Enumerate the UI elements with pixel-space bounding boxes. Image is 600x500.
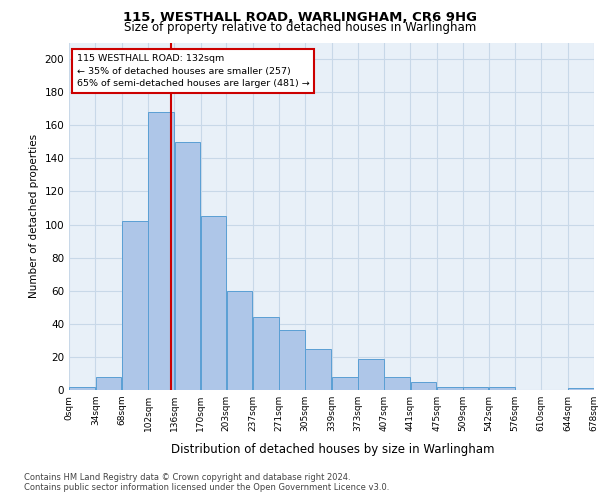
- Bar: [463, 386, 488, 390]
- Text: Distribution of detached houses by size in Warlingham: Distribution of detached houses by size …: [171, 442, 495, 456]
- Bar: [175, 142, 200, 390]
- Bar: [305, 348, 331, 390]
- Text: 115, WESTHALL ROAD, WARLINGHAM, CR6 9HG: 115, WESTHALL ROAD, WARLINGHAM, CR6 9HG: [123, 11, 477, 24]
- Text: Contains public sector information licensed under the Open Government Licence v3: Contains public sector information licen…: [24, 482, 389, 492]
- Bar: [358, 358, 384, 390]
- Bar: [489, 386, 515, 390]
- Bar: [148, 112, 174, 390]
- Bar: [227, 290, 252, 390]
- Y-axis label: Number of detached properties: Number of detached properties: [29, 134, 39, 298]
- Bar: [437, 386, 463, 390]
- Bar: [568, 388, 593, 390]
- Bar: [201, 216, 226, 390]
- Text: Size of property relative to detached houses in Warlingham: Size of property relative to detached ho…: [124, 22, 476, 35]
- Bar: [332, 377, 358, 390]
- Bar: [253, 317, 278, 390]
- Bar: [411, 382, 436, 390]
- Text: Contains HM Land Registry data © Crown copyright and database right 2024.: Contains HM Land Registry data © Crown c…: [24, 472, 350, 482]
- Bar: [122, 221, 148, 390]
- Bar: [279, 330, 305, 390]
- Text: 115 WESTHALL ROAD: 132sqm
← 35% of detached houses are smaller (257)
65% of semi: 115 WESTHALL ROAD: 132sqm ← 35% of detac…: [77, 54, 310, 88]
- Bar: [385, 377, 410, 390]
- Bar: [70, 386, 95, 390]
- Bar: [95, 377, 121, 390]
